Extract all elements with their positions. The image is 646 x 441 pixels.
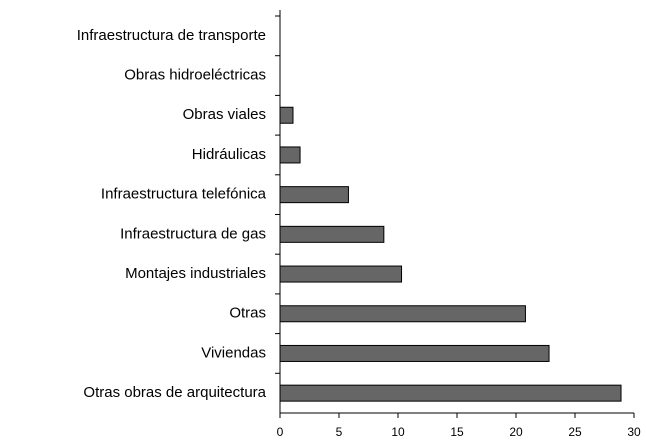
y-tick-label: Infraestructura de gas: [120, 225, 266, 242]
y-tick-label: Infraestructura de transporte: [77, 27, 266, 44]
bar: [279, 265, 403, 283]
bar: [279, 106, 294, 124]
x-tick-label: 15: [450, 425, 464, 439]
y-tick-label: Infraestructura telefónica: [101, 186, 267, 203]
y-tick-label: Otras: [229, 305, 266, 322]
bar: [279, 146, 301, 164]
y-tick-label: Otras obras de arquitectura: [83, 384, 266, 401]
x-tick-label: 20: [509, 425, 523, 439]
y-tick-label: Obras hidroeléctricas: [124, 67, 266, 84]
bar: [279, 344, 550, 362]
bar: [279, 225, 385, 243]
x-tick-label: 30: [627, 425, 641, 439]
y-tick-label: Obras viales: [183, 106, 266, 123]
bar: [279, 186, 349, 204]
x-tick-label: 0: [277, 425, 284, 439]
y-tick-label: Viviendas: [201, 344, 266, 361]
y-tick-label: Hidráulicas: [192, 146, 266, 163]
y-tick-label: Montajes industriales: [125, 265, 266, 282]
x-tick-label: 5: [336, 425, 343, 439]
x-tick-label: 25: [568, 425, 582, 439]
x-tick-label: 10: [391, 425, 405, 439]
bar: [279, 305, 526, 323]
bar: [279, 384, 622, 402]
